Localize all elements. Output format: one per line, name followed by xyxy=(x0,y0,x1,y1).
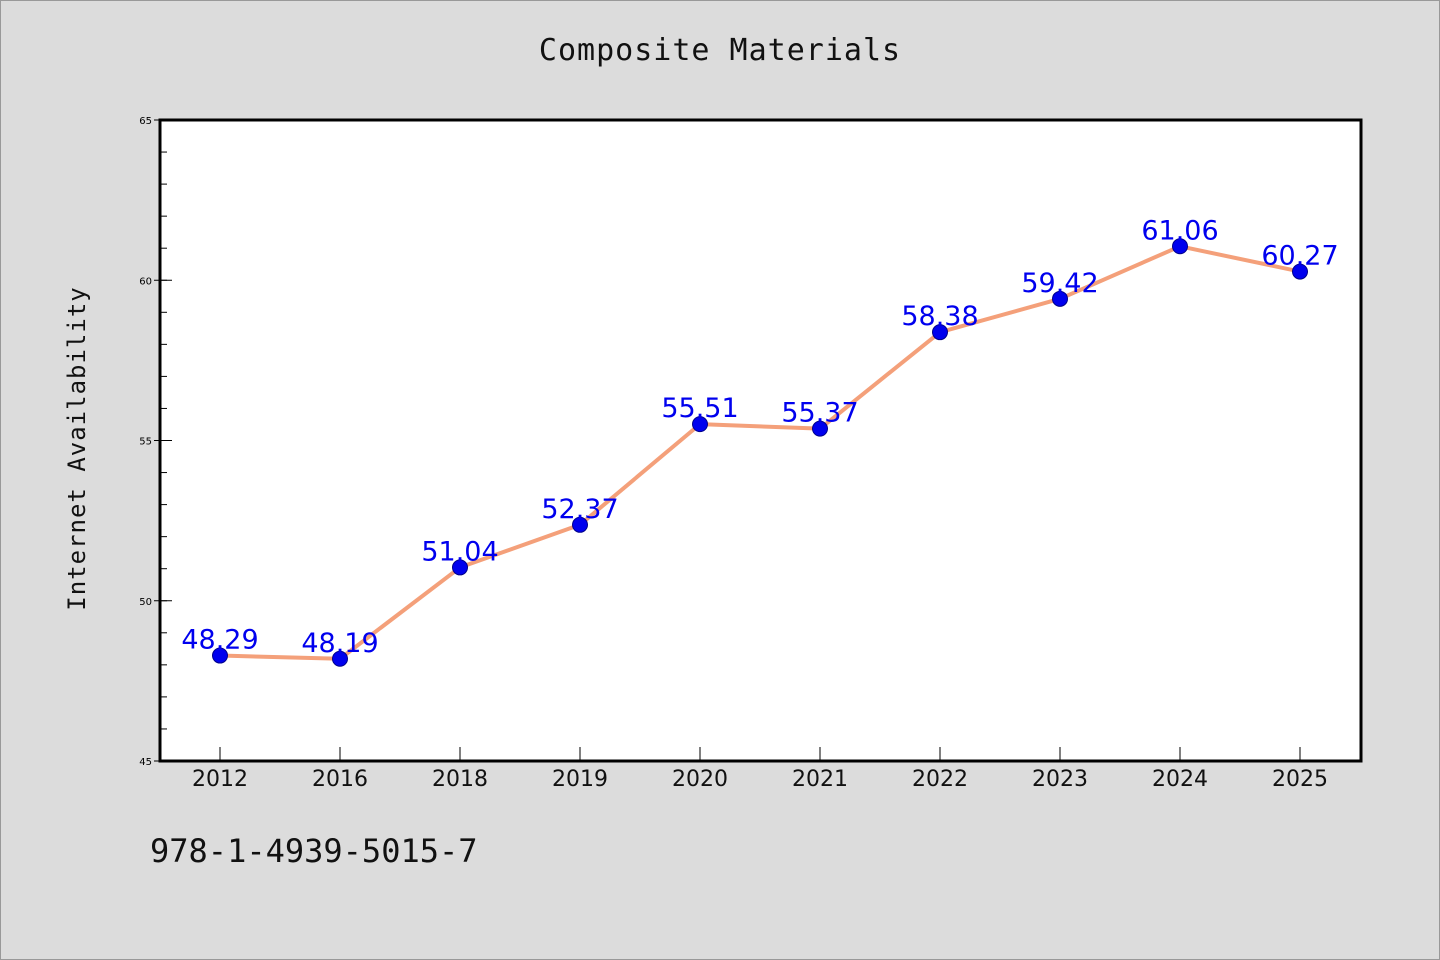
y-axis-label: Internet Availability xyxy=(63,286,91,610)
data-point xyxy=(812,420,828,437)
data-point xyxy=(1172,238,1188,255)
data-label: 48.29 xyxy=(181,625,258,656)
data-point xyxy=(572,516,588,533)
data-label: 61.06 xyxy=(1141,215,1218,246)
plot-border xyxy=(158,118,1363,763)
data-point xyxy=(1052,290,1068,307)
y-tick-label: 50 xyxy=(139,597,152,608)
y-tick-label: 60 xyxy=(139,276,152,287)
x-tick-label: 2025 xyxy=(1272,767,1328,792)
x-tick-label: 2012 xyxy=(192,767,248,792)
x-tick-label: 2019 xyxy=(552,767,608,792)
data-label: 48.19 xyxy=(301,628,378,659)
series-line xyxy=(219,244,1301,661)
x-axis-ticks: 2012 2016 2018 2019 2020 2021 2022 2023 2024 2025 xyxy=(192,747,1328,792)
series-markers xyxy=(212,238,1308,667)
data-label: 59.42 xyxy=(1021,268,1098,299)
data-label: 60.27 xyxy=(1261,241,1338,272)
data-label: 51.04 xyxy=(421,536,498,567)
data-labels: 48.29 48.19 51.04 52.37 55.51 55.37 58.38 59.42… xyxy=(181,215,1338,658)
x-tick-label: 2021 xyxy=(792,767,848,792)
x-tick-label: 2020 xyxy=(672,767,728,792)
x-tick-label: 2023 xyxy=(1032,767,1088,792)
data-point xyxy=(212,647,228,664)
x-tick-label: 2024 xyxy=(1152,767,1208,792)
data-point xyxy=(932,324,948,341)
data-point xyxy=(452,559,468,576)
data-label: 55.37 xyxy=(781,398,858,429)
data-label: 58.38 xyxy=(901,301,978,332)
data-point xyxy=(332,650,348,667)
x-tick-label: 2022 xyxy=(912,767,968,792)
y-tick-label: 55 xyxy=(139,437,152,448)
plot-area xyxy=(160,120,1361,761)
x-tick-label: 2018 xyxy=(432,767,488,792)
data-point xyxy=(1292,263,1308,280)
x-tick-label: 2016 xyxy=(312,767,368,792)
data-label: 55.51 xyxy=(661,393,738,424)
data-point xyxy=(692,416,708,433)
y-tick-label: 45 xyxy=(139,757,152,768)
y-tick-label: 65 xyxy=(139,116,152,127)
chart-title: Composite Materials xyxy=(538,33,902,68)
data-label: 52.37 xyxy=(541,494,618,525)
footer-isbn: 978-1-4939-5015-7 xyxy=(150,832,478,870)
